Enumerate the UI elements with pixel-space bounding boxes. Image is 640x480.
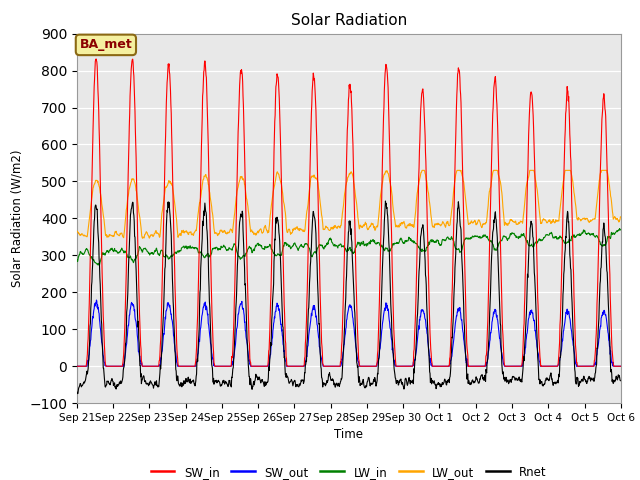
Y-axis label: Solar Radiation (W/m2): Solar Radiation (W/m2) — [10, 150, 24, 287]
Title: Solar Radiation: Solar Radiation — [291, 13, 407, 28]
X-axis label: Time: Time — [334, 429, 364, 442]
Text: BA_met: BA_met — [79, 38, 132, 51]
Legend: SW_in, SW_out, LW_in, LW_out, Rnet: SW_in, SW_out, LW_in, LW_out, Rnet — [146, 461, 552, 480]
